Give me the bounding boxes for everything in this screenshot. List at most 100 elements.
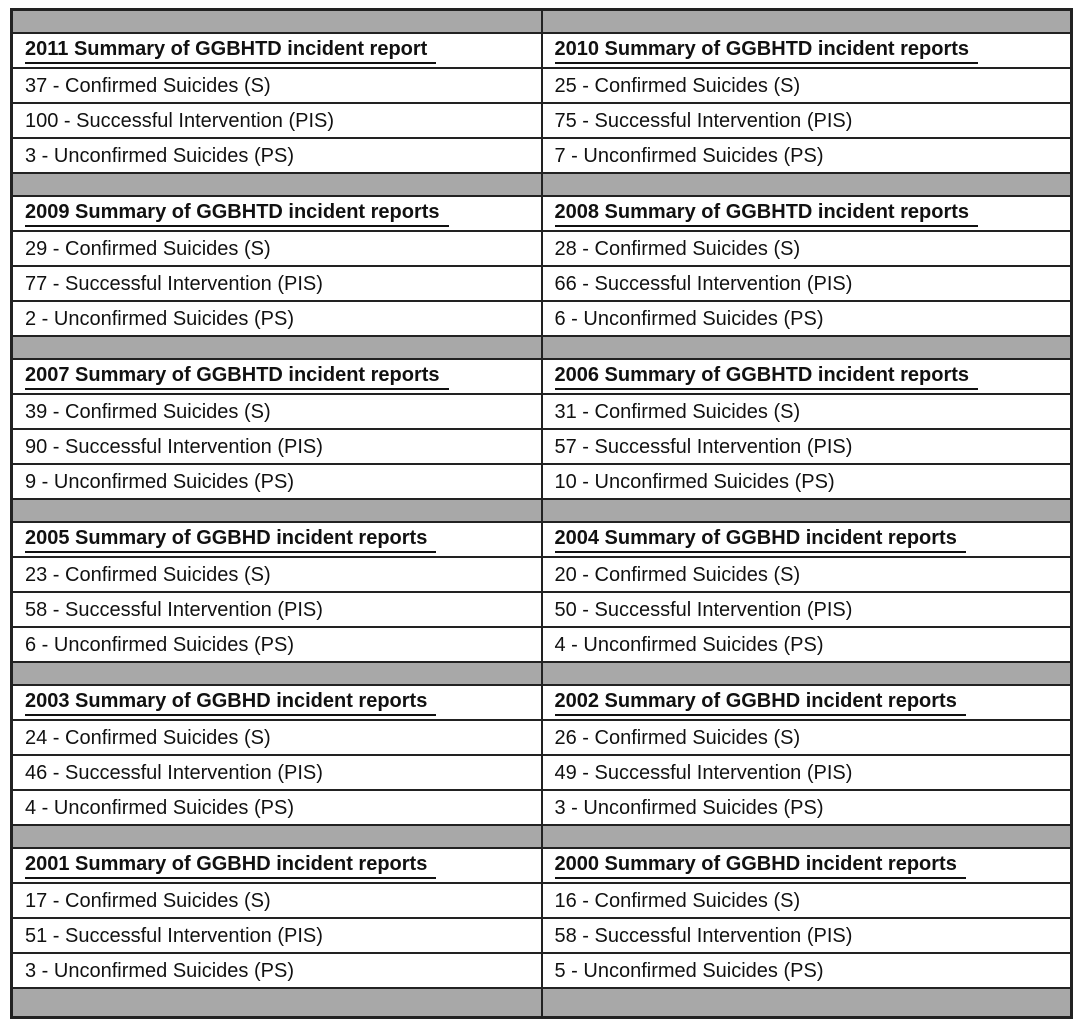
stat-row: 23 - Confirmed Suicides (S) 20 - Confirm… — [10, 556, 1073, 593]
stat-cell-unconfirmed-suicides: 3 - Unconfirmed Suicides (PS) — [10, 137, 543, 174]
stat-cell-confirmed-suicides: 20 - Confirmed Suicides (S) — [540, 556, 1073, 593]
summary-title-2004: 2004 Summary of GGBHD incident reports — [554, 526, 966, 553]
stat-row: 39 - Confirmed Suicides (S) 31 - Confirm… — [10, 393, 1073, 430]
stat-row: 2 - Unconfirmed Suicides (PS) 6 - Unconf… — [10, 300, 1073, 337]
stat-row: 29 - Confirmed Suicides (S) 28 - Confirm… — [10, 230, 1073, 267]
stat-cell-unconfirmed-suicides: 5 - Unconfirmed Suicides (PS) — [540, 952, 1073, 989]
separator-cell — [10, 661, 543, 686]
summary-header-row: 2011 Summary of GGBHTD incident report 2… — [10, 32, 1073, 69]
separator-cell — [540, 335, 1073, 360]
stat-cell-confirmed-suicides: 37 - Confirmed Suicides (S) — [10, 67, 543, 104]
stat-cell-successful-intervention: 66 - Successful Intervention (PIS) — [540, 265, 1073, 302]
summary-title-cell-2005: 2005 Summary of GGBHD incident reports — [10, 521, 543, 558]
stat-cell-unconfirmed-suicides: 3 - Unconfirmed Suicides (PS) — [540, 789, 1073, 826]
summary-title-cell-2002: 2002 Summary of GGBHD incident reports — [540, 684, 1073, 721]
stat-row: 58 - Successful Intervention (PIS) 50 - … — [10, 591, 1073, 628]
stat-cell-successful-intervention: 58 - Successful Intervention (PIS) — [10, 591, 543, 628]
separator-row — [10, 498, 1073, 523]
summary-title-cell-2003: 2003 Summary of GGBHD incident reports — [10, 684, 543, 721]
stat-row: 3 - Unconfirmed Suicides (PS) 7 - Unconf… — [10, 137, 1073, 174]
summary-title-cell-2006: 2006 Summary of GGBHTD incident reports — [540, 358, 1073, 395]
separator-row — [10, 8, 1073, 34]
stat-cell-successful-intervention: 75 - Successful Intervention (PIS) — [540, 102, 1073, 139]
summary-title-cell-2010: 2010 Summary of GGBHTD incident reports — [540, 32, 1073, 69]
stat-row: 6 - Unconfirmed Suicides (PS) 4 - Unconf… — [10, 626, 1073, 663]
separator-cell — [10, 824, 543, 849]
summary-title-2007: 2007 Summary of GGBHTD incident reports — [25, 363, 449, 390]
summary-title-cell-2007: 2007 Summary of GGBHTD incident reports — [10, 358, 543, 395]
stat-cell-successful-intervention: 57 - Successful Intervention (PIS) — [540, 428, 1073, 465]
separator-cell — [540, 824, 1073, 849]
separator-row — [10, 987, 1073, 1019]
summary-title-cell-2000: 2000 Summary of GGBHD incident reports — [540, 847, 1073, 884]
summary-header-row: 2003 Summary of GGBHD incident reports 2… — [10, 684, 1073, 721]
separator-cell — [10, 498, 543, 523]
summary-title-2005: 2005 Summary of GGBHD incident reports — [25, 526, 437, 553]
stat-cell-confirmed-suicides: 25 - Confirmed Suicides (S) — [540, 67, 1073, 104]
stat-row: 3 - Unconfirmed Suicides (PS) 5 - Unconf… — [10, 952, 1073, 989]
stat-cell-unconfirmed-suicides: 4 - Unconfirmed Suicides (PS) — [10, 789, 543, 826]
summary-title-cell-2001: 2001 Summary of GGBHD incident reports — [10, 847, 543, 884]
stat-cell-confirmed-suicides: 26 - Confirmed Suicides (S) — [540, 719, 1073, 756]
stat-cell-successful-intervention: 100 - Successful Intervention (PIS) — [10, 102, 543, 139]
stat-cell-confirmed-suicides: 28 - Confirmed Suicides (S) — [540, 230, 1073, 267]
summary-title-2003: 2003 Summary of GGBHD incident reports — [25, 689, 437, 716]
stat-row: 100 - Successful Intervention (PIS) 75 -… — [10, 102, 1073, 139]
summary-title-2000: 2000 Summary of GGBHD incident reports — [554, 852, 966, 879]
stat-cell-unconfirmed-suicides: 4 - Unconfirmed Suicides (PS) — [540, 626, 1073, 663]
stat-row: 90 - Successful Intervention (PIS) 57 - … — [10, 428, 1073, 465]
summary-title-cell-2011: 2011 Summary of GGBHTD incident report — [10, 32, 543, 69]
separator-row — [10, 824, 1073, 849]
stat-cell-unconfirmed-suicides: 2 - Unconfirmed Suicides (PS) — [10, 300, 543, 337]
separator-row — [10, 335, 1073, 360]
stat-cell-unconfirmed-suicides: 7 - Unconfirmed Suicides (PS) — [540, 137, 1073, 174]
separator-cell — [10, 987, 543, 1019]
stat-cell-unconfirmed-suicides: 10 - Unconfirmed Suicides (PS) — [540, 463, 1073, 500]
stat-row: 51 - Successful Intervention (PIS) 58 - … — [10, 917, 1073, 954]
stat-cell-confirmed-suicides: 16 - Confirmed Suicides (S) — [540, 882, 1073, 919]
stat-cell-confirmed-suicides: 24 - Confirmed Suicides (S) — [10, 719, 543, 756]
stat-cell-confirmed-suicides: 39 - Confirmed Suicides (S) — [10, 393, 543, 430]
stat-cell-unconfirmed-suicides: 9 - Unconfirmed Suicides (PS) — [10, 463, 543, 500]
separator-cell — [540, 498, 1073, 523]
stat-row: 77 - Successful Intervention (PIS) 66 - … — [10, 265, 1073, 302]
stat-row: 46 - Successful Intervention (PIS) 49 - … — [10, 754, 1073, 791]
summary-title-2001: 2001 Summary of GGBHD incident reports — [25, 852, 437, 879]
separator-cell — [540, 172, 1073, 197]
summary-title-cell-2004: 2004 Summary of GGBHD incident reports — [540, 521, 1073, 558]
stat-cell-confirmed-suicides: 31 - Confirmed Suicides (S) — [540, 393, 1073, 430]
stat-cell-successful-intervention: 49 - Successful Intervention (PIS) — [540, 754, 1073, 791]
stat-cell-unconfirmed-suicides: 3 - Unconfirmed Suicides (PS) — [10, 952, 543, 989]
summary-title-2006: 2006 Summary of GGBHTD incident reports — [554, 363, 979, 390]
summary-title-cell-2009: 2009 Summary of GGBHTD incident reports — [10, 195, 543, 232]
stat-row: 24 - Confirmed Suicides (S) 26 - Confirm… — [10, 719, 1073, 756]
separator-cell — [540, 8, 1073, 34]
stat-row: 37 - Confirmed Suicides (S) 25 - Confirm… — [10, 67, 1073, 104]
stat-cell-successful-intervention: 90 - Successful Intervention (PIS) — [10, 428, 543, 465]
stat-row: 9 - Unconfirmed Suicides (PS) 10 - Uncon… — [10, 463, 1073, 500]
separator-cell — [540, 661, 1073, 686]
summary-title-cell-2008: 2008 Summary of GGBHTD incident reports — [540, 195, 1073, 232]
stat-row: 17 - Confirmed Suicides (S) 16 - Confirm… — [10, 882, 1073, 919]
stat-cell-successful-intervention: 50 - Successful Intervention (PIS) — [540, 591, 1073, 628]
summary-header-row: 2001 Summary of GGBHD incident reports 2… — [10, 847, 1073, 884]
summary-header-row: 2009 Summary of GGBHTD incident reports … — [10, 195, 1073, 232]
stat-cell-confirmed-suicides: 29 - Confirmed Suicides (S) — [10, 230, 543, 267]
stat-cell-unconfirmed-suicides: 6 - Unconfirmed Suicides (PS) — [540, 300, 1073, 337]
separator-cell — [10, 335, 543, 360]
separator-cell — [10, 172, 543, 197]
stat-cell-confirmed-suicides: 17 - Confirmed Suicides (S) — [10, 882, 543, 919]
summary-header-row: 2007 Summary of GGBHTD incident reports … — [10, 358, 1073, 395]
incident-summary-table: 2011 Summary of GGBHTD incident report 2… — [10, 8, 1073, 1019]
separator-cell — [10, 8, 543, 34]
summary-header-row: 2005 Summary of GGBHD incident reports 2… — [10, 521, 1073, 558]
summary-title-2010: 2010 Summary of GGBHTD incident reports — [554, 37, 979, 64]
stat-cell-confirmed-suicides: 23 - Confirmed Suicides (S) — [10, 556, 543, 593]
separator-row — [10, 172, 1073, 197]
stat-cell-unconfirmed-suicides: 6 - Unconfirmed Suicides (PS) — [10, 626, 543, 663]
stat-cell-successful-intervention: 77 - Successful Intervention (PIS) — [10, 265, 543, 302]
stat-cell-successful-intervention: 46 - Successful Intervention (PIS) — [10, 754, 543, 791]
stat-cell-successful-intervention: 58 - Successful Intervention (PIS) — [540, 917, 1073, 954]
separator-row — [10, 661, 1073, 686]
